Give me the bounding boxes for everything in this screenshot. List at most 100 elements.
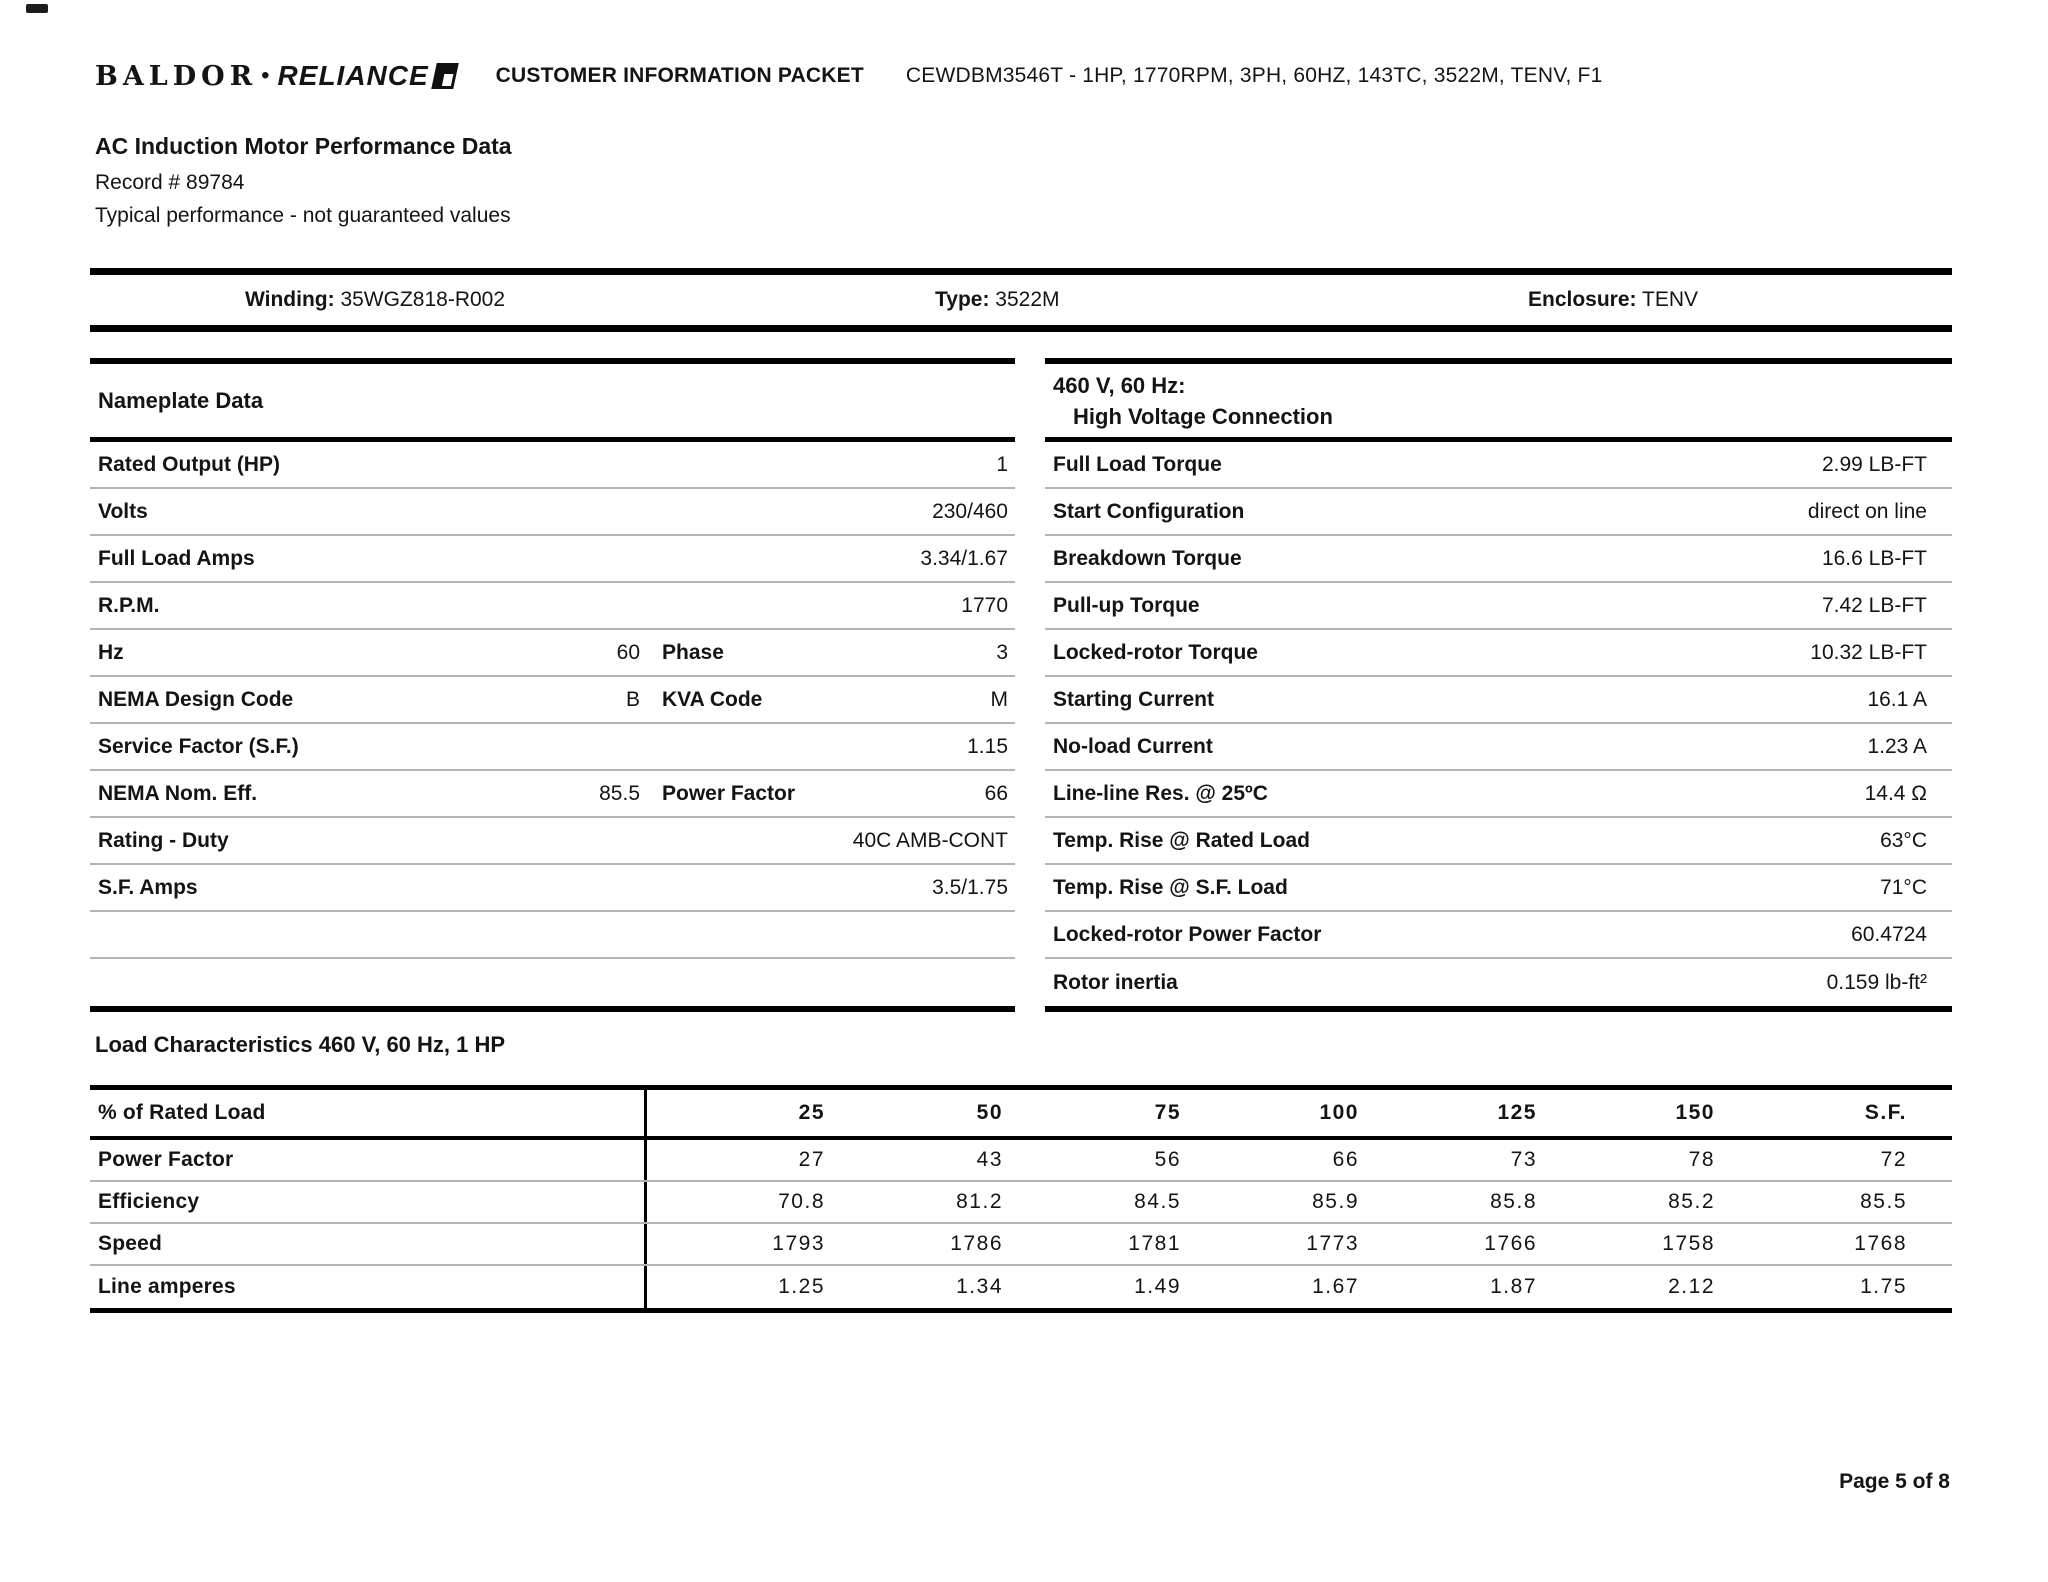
cell-value: 27	[798, 1148, 825, 1171]
row-value: 60.4724	[1851, 922, 1927, 946]
table-row: NEMA Design Code B KVA Code M	[90, 677, 1015, 724]
row-value: 10.32 LB-FT	[1810, 640, 1927, 664]
row-mid-label: Phase	[662, 640, 724, 664]
column-header: 125	[1497, 1101, 1537, 1124]
row-label: Rotor inertia	[1053, 970, 1178, 994]
column-header: S.F.	[1864, 1101, 1907, 1124]
table-row: Rated Output (HP) 1	[90, 442, 1015, 489]
row-value: 14.4 Ω	[1864, 781, 1927, 805]
enclosure-item: Enclosure: TENV	[1528, 288, 1698, 312]
row-label: Pull-up Torque	[1053, 593, 1200, 617]
row-label: Full Load Torque	[1053, 452, 1222, 476]
column-header: 50	[976, 1101, 1003, 1124]
table-row-empty	[90, 912, 1015, 959]
connection-table: 460 V, 60 Hz: High Voltage Connection Fu…	[1045, 358, 1952, 1012]
row-value: 63°C	[1880, 828, 1927, 852]
row-value: 71°C	[1880, 875, 1927, 899]
cell-value: 1.67	[1312, 1275, 1359, 1298]
load-table-row: Efficiency 70.8 81.2 84.5 85.9 85.8 85.2…	[90, 1182, 1952, 1224]
winding-band: Winding: 35WGZ818-R002 Type: 3522M Enclo…	[90, 268, 1952, 332]
logo-dot: •	[261, 62, 270, 89]
cell-value: 1758	[1662, 1232, 1715, 1255]
logo-reliance-text: RELIANCE	[277, 60, 429, 91]
row-label: Volts	[98, 499, 148, 523]
cell-value: 1.49	[1134, 1275, 1181, 1298]
document-header: BALDOR • RELIANCE CUSTOMER INFORMATION P…	[95, 60, 1963, 92]
cell-value: 85.8	[1490, 1190, 1537, 1213]
row-value: 2.99 LB-FT	[1821, 452, 1927, 476]
row-label: Rating - Duty	[98, 828, 229, 852]
type-value: 3522M	[995, 288, 1060, 311]
row-label: No-load Current	[1053, 734, 1213, 758]
cell-value: 84.5	[1134, 1190, 1181, 1213]
page-title: AC Induction Motor Performance Data	[95, 133, 512, 159]
table-row: Full Load Amps 3.34/1.67	[90, 536, 1015, 583]
table-row: Rating - Duty 40C AMB-CONT	[90, 818, 1015, 865]
nameplate-table: Nameplate Data Rated Output (HP) 1 Volts…	[90, 358, 1015, 1012]
cell-value: 1.75	[1860, 1275, 1907, 1298]
load-table-row: Speed 1793 1786 1781 1773 1766 1758 1768	[90, 1224, 1952, 1266]
row-label: Temp. Rise @ Rated Load	[1053, 828, 1310, 852]
table-row: Rotor inertia 0.159 lb-ft²	[1045, 959, 1952, 1006]
column-header: 150	[1675, 1101, 1715, 1124]
load-characteristics-table: % of Rated Load 25 50 75 100 125 150 S.F…	[90, 1085, 1952, 1313]
cell-value: 2.12	[1668, 1275, 1715, 1298]
cell-value: 43	[976, 1148, 1003, 1171]
type-item: Type: 3522M	[935, 288, 1060, 312]
table-row: Line-line Res. @ 25ºC 14.4 Ω	[1045, 771, 1952, 818]
cell-value: 1.34	[956, 1275, 1003, 1298]
cell-value: 66	[1332, 1148, 1359, 1171]
table-row: Temp. Rise @ Rated Load 63°C	[1045, 818, 1952, 865]
row-value: 230/460	[932, 499, 1008, 523]
row-value: 16.6 LB-FT	[1821, 546, 1927, 570]
page-number: Page 5 of 8	[1839, 1470, 1950, 1493]
cell-value: 56	[1154, 1148, 1181, 1171]
cell-value: 85.5	[1860, 1190, 1907, 1213]
packet-title: CUSTOMER INFORMATION PACKET	[495, 64, 864, 87]
row-label: Starting Current	[1053, 687, 1215, 711]
cell-value: 1.87	[1490, 1275, 1537, 1298]
row-label: Line-line Res. @ 25ºC	[1053, 781, 1268, 805]
scan-artifact	[26, 4, 48, 13]
table-row: Full Load Torque 2.99 LB-FT	[1045, 442, 1952, 489]
row-label: Efficiency	[90, 1182, 647, 1222]
table-row: S.F. Amps 3.5/1.75	[90, 865, 1015, 912]
cell-value: 85.9	[1312, 1190, 1359, 1213]
cell-value: 1793	[772, 1232, 825, 1255]
table-row: Breakdown Torque 16.6 LB-FT	[1045, 536, 1952, 583]
row-value: 66	[984, 781, 1008, 805]
row-label: Power Factor	[90, 1140, 647, 1180]
row-label: Breakdown Torque	[1053, 546, 1242, 570]
row-value: 1770	[961, 593, 1008, 617]
row-label: Service Factor (S.F.)	[98, 734, 299, 758]
row-mid-label: KVA Code	[662, 687, 763, 711]
table-row: Temp. Rise @ S.F. Load 71°C	[1045, 865, 1952, 912]
winding-value: 35WGZ818-R002	[340, 288, 506, 311]
table-row: R.P.M. 1770	[90, 583, 1015, 630]
load-table-header-row: % of Rated Load 25 50 75 100 125 150 S.F…	[90, 1090, 1952, 1140]
cell-value: 1773	[1306, 1232, 1359, 1255]
winding-label: Winding:	[245, 288, 335, 311]
row-value: 7.42 LB-FT	[1821, 593, 1927, 617]
table-row-empty	[90, 959, 1015, 1006]
row-label: Locked-rotor Power Factor	[1053, 922, 1322, 946]
load-table-row: Power Factor 27 43 56 66 73 78 72	[90, 1140, 1952, 1182]
row-label: S.F. Amps	[98, 875, 198, 899]
connection-header-line2: High Voltage Connection	[1073, 403, 1333, 429]
row-label: Start Configuration	[1053, 499, 1245, 523]
row-label: Speed	[90, 1224, 647, 1264]
row-label: Locked-rotor Torque	[1053, 640, 1258, 664]
row-label: Rated Output (HP)	[98, 452, 280, 476]
row-value: direct on line	[1807, 499, 1927, 523]
cell-value: 81.2	[956, 1190, 1003, 1213]
column-header: 25	[798, 1101, 825, 1124]
row-mid-value: B	[625, 687, 640, 711]
row-label: Hz	[98, 640, 124, 664]
connection-table-header: 460 V, 60 Hz: High Voltage Connection	[1045, 364, 1952, 442]
table-row: Locked-rotor Torque 10.32 LB-FT	[1045, 630, 1952, 677]
row-value: 16.1 A	[1867, 687, 1927, 711]
row-value: M	[990, 687, 1009, 711]
cell-value: 1.25	[778, 1275, 825, 1298]
cell-value: 72	[1880, 1148, 1907, 1171]
